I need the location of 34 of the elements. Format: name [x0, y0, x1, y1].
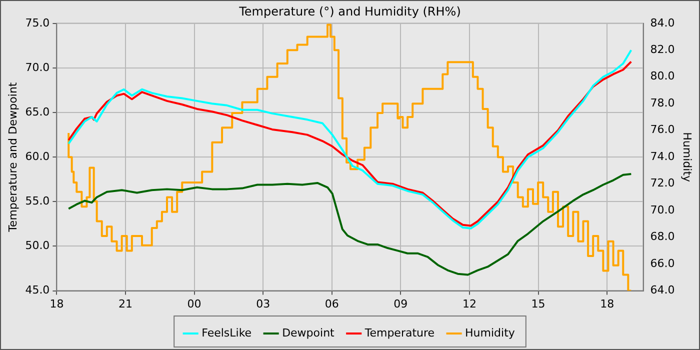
- legend-label: Humidity: [465, 326, 516, 340]
- y2-tick-label: 72.0: [650, 176, 675, 190]
- y2-tick-label: 66.0: [650, 256, 675, 270]
- y2-tick-label: 70.0: [650, 203, 675, 216]
- y2-axis-title: Humidity: [680, 132, 694, 183]
- legend-label: Temperature: [364, 326, 435, 340]
- x-tick-label: 03: [256, 297, 270, 310]
- y2-tick-label: 84.0: [650, 16, 675, 30]
- x-tick-label: 12: [462, 297, 476, 310]
- y-tick-label: 65.0: [25, 105, 50, 118]
- x-tick-label: 00: [187, 297, 202, 310]
- x-tick-label: 18: [600, 297, 614, 310]
- x-tick-label: 21: [118, 297, 132, 310]
- x-tick-label: 18: [50, 297, 64, 310]
- y-tick-label: 50.0: [25, 239, 50, 252]
- legend-label: FeelsLike: [202, 326, 252, 340]
- y2-tick-label: 78.0: [650, 96, 675, 110]
- y-tick-label: 70.0: [25, 60, 50, 74]
- y2-tick-label: 82.0: [650, 43, 675, 56]
- y2-tick-label: 68.0: [650, 230, 675, 244]
- x-tick-label: 15: [531, 297, 546, 310]
- y-tick-label: 55.0: [25, 194, 50, 208]
- y-tick-label: 60.0: [25, 150, 50, 163]
- x-tick-label: 09: [394, 297, 408, 310]
- y2-tick-label: 76.0: [650, 123, 675, 136]
- chart-title: Temperature (°) and Humidity (RH%): [238, 4, 461, 18]
- legend-label: Dewpoint: [282, 326, 336, 340]
- y2-tick-label: 74.0: [650, 150, 675, 163]
- y-tick-label: 45.0: [25, 284, 50, 297]
- y-tick-label: 75.0: [25, 16, 50, 30]
- x-tick-label: 06: [324, 297, 339, 310]
- y2-tick-label: 80.0: [650, 70, 675, 83]
- y-axis-title: Temperature and Dewpoint: [6, 82, 20, 233]
- y2-tick-label: 64.0: [650, 284, 675, 297]
